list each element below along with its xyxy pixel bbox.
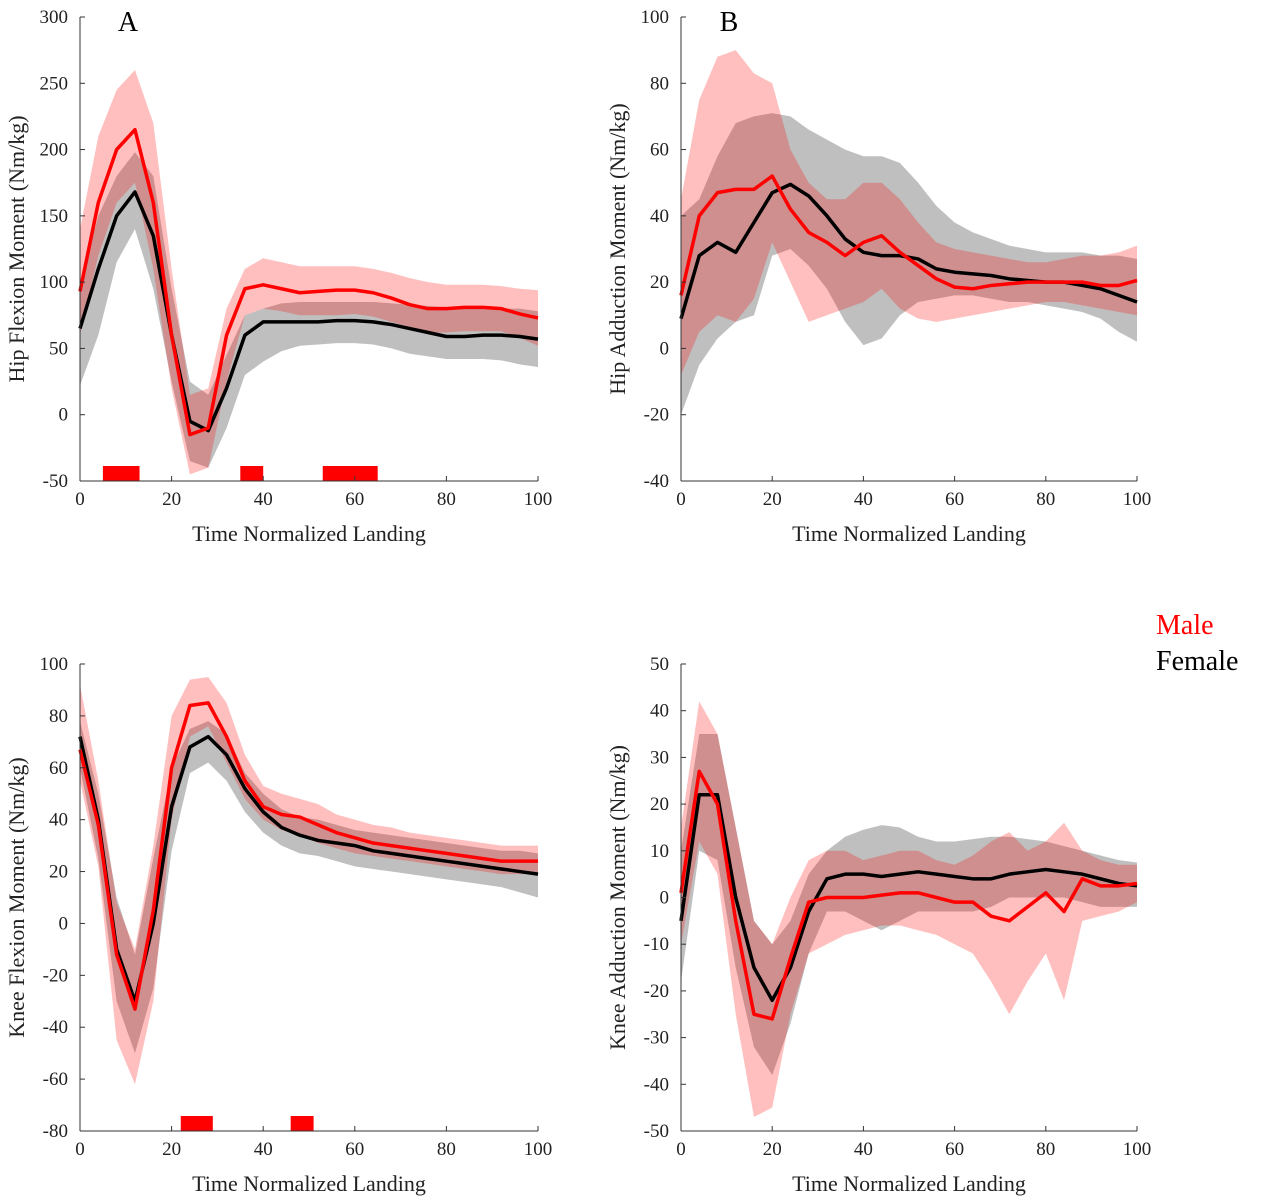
significance-bar bbox=[102, 466, 140, 481]
mean-line bbox=[78, 127, 539, 437]
y-tick-label: 200 bbox=[40, 140, 69, 161]
x-tick-label: 0 bbox=[676, 1139, 686, 1160]
y-axis-label: Knee Flexion Moment (Nm/kg) bbox=[4, 757, 29, 1037]
x-axis-label: Time Normalized Landing bbox=[192, 521, 426, 546]
x-tick-label: 100 bbox=[1123, 1139, 1152, 1160]
y-tick-label: 40 bbox=[650, 206, 669, 227]
significance-bar bbox=[180, 1116, 213, 1131]
significance-bar bbox=[322, 466, 378, 481]
panel-label: B bbox=[720, 7, 739, 38]
x-tick-label: 80 bbox=[437, 1139, 456, 1160]
x-tick-label: 40 bbox=[254, 1139, 273, 1160]
x-tick-label: 0 bbox=[75, 489, 85, 510]
x-tick-label: 20 bbox=[162, 1139, 181, 1160]
sd-band bbox=[681, 50, 1137, 375]
x-tick-label: 80 bbox=[1036, 489, 1055, 510]
significance-bar bbox=[240, 466, 264, 481]
legend-entry: Female bbox=[1156, 646, 1238, 677]
mean-line bbox=[679, 793, 1138, 1002]
y-axis-label: Hip Adduction Moment (Nm/kg) bbox=[605, 103, 630, 394]
y-tick-label: 40 bbox=[49, 810, 68, 831]
y-tick-label: 250 bbox=[40, 73, 69, 94]
mean-line bbox=[679, 174, 1138, 296]
x-axis-label: Time Normalized Landing bbox=[192, 1171, 426, 1196]
y-tick-label: -40 bbox=[644, 471, 669, 492]
x-axis-label: Time Normalized Landing bbox=[792, 521, 1026, 546]
sd-band bbox=[80, 676, 538, 1085]
y-tick-label: 20 bbox=[650, 272, 669, 293]
y-tick-label: -10 bbox=[644, 934, 669, 955]
x-axis-label: Time Normalized Landing bbox=[792, 1171, 1026, 1196]
x-tick-label: 20 bbox=[162, 489, 181, 510]
sd-band bbox=[80, 721, 538, 1054]
y-tick-label: 100 bbox=[40, 654, 69, 675]
y-tick-label: 20 bbox=[650, 794, 669, 815]
y-tick-label: 20 bbox=[49, 862, 68, 883]
y-tick-label: 100 bbox=[40, 272, 69, 293]
x-tick-label: 60 bbox=[945, 1139, 964, 1160]
y-tick-label: 0 bbox=[660, 338, 670, 359]
y-tick-label: 80 bbox=[49, 706, 68, 727]
x-tick-label: 0 bbox=[676, 489, 686, 510]
mean-line bbox=[78, 734, 539, 1004]
mean-line bbox=[78, 701, 538, 1011]
panel: 0 20 40 60 80 100 -50 0 50 100 150 200 250 300 Time No… bbox=[4, 7, 552, 546]
legend-entry: Male bbox=[1156, 610, 1214, 641]
y-tick-label: -50 bbox=[644, 1121, 669, 1142]
panel: 0 20 40 60 80 100 -40 -20 0 20 40 60 80 100 Time Norma… bbox=[605, 7, 1151, 546]
x-tick-label: 20 bbox=[763, 489, 782, 510]
y-tick-label: 60 bbox=[650, 140, 669, 161]
y-tick-label: -30 bbox=[644, 1028, 669, 1049]
y-tick-label: -20 bbox=[644, 981, 669, 1002]
x-tick-label: 40 bbox=[254, 489, 273, 510]
y-tick-label: 80 bbox=[650, 73, 669, 94]
y-tick-label: 0 bbox=[660, 888, 670, 909]
legend: Male Female bbox=[1156, 610, 1238, 677]
y-axis-label: Hip Flexion Moment (Nm/kg) bbox=[4, 115, 29, 382]
x-tick-label: 20 bbox=[763, 1139, 782, 1160]
x-tick-label: 0 bbox=[75, 1139, 85, 1160]
y-tick-label: 100 bbox=[641, 7, 670, 28]
x-tick-label: 100 bbox=[1123, 489, 1152, 510]
y-tick-label: -50 bbox=[43, 471, 68, 492]
y-axis-label: Knee Adduction Moment (Nm/kg) bbox=[605, 745, 630, 1050]
y-tick-label: -40 bbox=[43, 1017, 68, 1038]
y-tick-label: -60 bbox=[43, 1069, 68, 1090]
y-tick-label: 50 bbox=[49, 338, 68, 359]
x-tick-label: 40 bbox=[854, 489, 873, 510]
y-tick-label: -40 bbox=[644, 1074, 669, 1095]
sd-band bbox=[681, 701, 1137, 1117]
significance-bar bbox=[290, 1116, 314, 1131]
sd-band bbox=[80, 152, 538, 468]
y-tick-label: 300 bbox=[40, 7, 69, 28]
x-tick-label: 60 bbox=[945, 489, 964, 510]
y-tick-label: -80 bbox=[43, 1121, 68, 1142]
panel: 0 20 40 60 80 100 -50 -40 -30 -20 -10 0 10 20 30 40 50 Ti… bbox=[605, 654, 1151, 1196]
x-tick-label: 80 bbox=[437, 489, 456, 510]
x-tick-label: 100 bbox=[524, 489, 553, 510]
x-tick-label: 100 bbox=[524, 1139, 553, 1160]
panel-label: A bbox=[118, 7, 139, 38]
mean-line bbox=[78, 190, 539, 433]
x-tick-label: 60 bbox=[345, 1139, 364, 1160]
x-tick-label: 80 bbox=[1036, 1139, 1055, 1160]
y-tick-label: 10 bbox=[650, 841, 669, 862]
x-tick-label: 40 bbox=[854, 1139, 873, 1160]
x-tick-label: 60 bbox=[345, 489, 364, 510]
y-tick-label: 30 bbox=[650, 747, 669, 768]
y-tick-label: 40 bbox=[650, 701, 669, 722]
y-tick-label: 0 bbox=[59, 405, 69, 426]
mean-line bbox=[679, 769, 1138, 1021]
y-tick-label: -20 bbox=[644, 405, 669, 426]
y-tick-label: 0 bbox=[59, 913, 69, 934]
y-tick-label: 150 bbox=[40, 206, 69, 227]
y-tick-label: 60 bbox=[49, 758, 68, 779]
sd-band bbox=[681, 734, 1137, 1075]
y-tick-label: 50 bbox=[650, 654, 669, 675]
panel: 0 20 40 60 80 100 -80 -60 -40 -20 0 20 40 60 80 100 Time… bbox=[4, 654, 552, 1196]
y-tick-label: -20 bbox=[43, 965, 68, 986]
sd-band bbox=[80, 70, 538, 475]
